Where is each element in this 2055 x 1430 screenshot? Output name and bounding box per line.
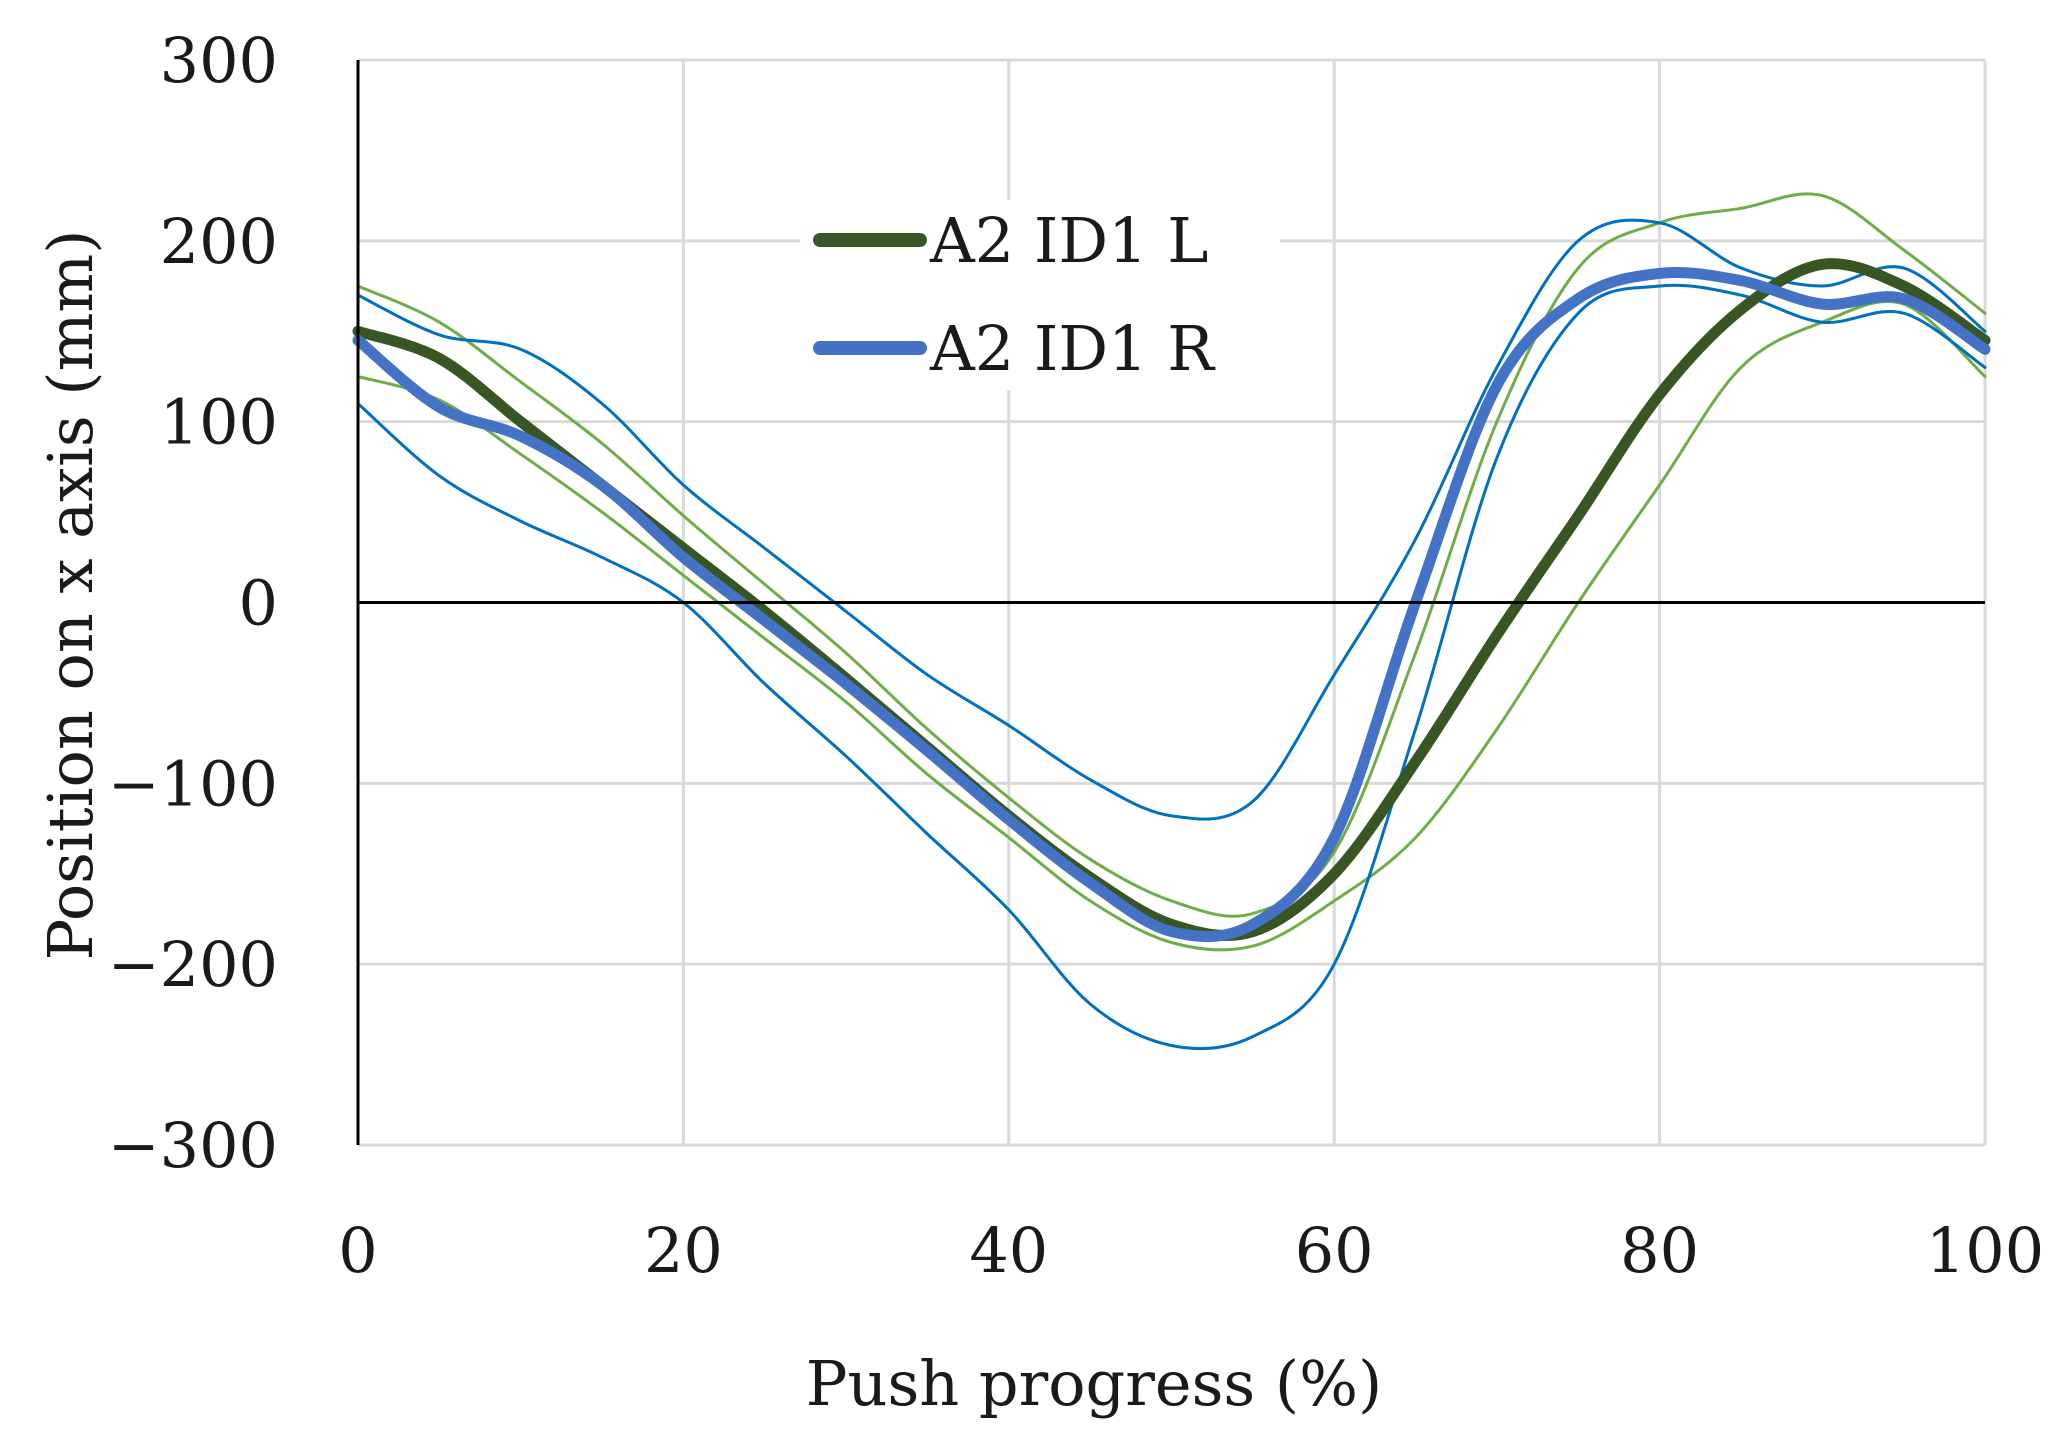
legend-label-a2-id1-r: A2 ID1 R bbox=[929, 312, 1216, 385]
axes bbox=[356, 60, 1985, 1145]
series-line-a2-id1-r-upper bbox=[356, 218, 1987, 821]
mean-lines bbox=[352, 258, 1991, 943]
y-axis-title: Position on x axis (mm) bbox=[34, 230, 107, 961]
series-line-a2-id1-r-lower bbox=[356, 283, 1987, 1051]
x-tick-label-0: 0 bbox=[338, 1214, 377, 1287]
y-tick-label-300: 300 bbox=[160, 24, 278, 97]
y-tick-label-100: 100 bbox=[160, 386, 278, 459]
x-tick-label-80: 80 bbox=[1620, 1214, 1699, 1287]
x-axis-title: Push progress (%) bbox=[806, 1347, 1382, 1420]
confidence-bands bbox=[356, 192, 1987, 1051]
y-tick-label--100: −100 bbox=[108, 747, 278, 820]
x-tick-label-60: 60 bbox=[1295, 1214, 1374, 1287]
y-tick-label-0: 0 bbox=[239, 567, 278, 640]
y-tick-label--200: −200 bbox=[108, 928, 278, 1001]
legend-background bbox=[800, 200, 1280, 390]
x-tick-label-40: 40 bbox=[969, 1214, 1048, 1287]
y-tick-label--300: −300 bbox=[108, 1109, 278, 1182]
legend: A2 ID1 L A2 ID1 R bbox=[800, 200, 1280, 390]
x-tick-labels: 0 20 40 60 80 100 bbox=[338, 1214, 2044, 1287]
series-line-a2-id1-l-upper bbox=[356, 192, 1987, 918]
series-line-a2-id1-l-lower bbox=[356, 300, 1987, 952]
legend-label-a2-id1-l: A2 ID1 L bbox=[929, 204, 1208, 277]
y-tick-labels: 300 200 100 0 −100 −200 −300 bbox=[108, 24, 278, 1182]
x-tick-label-20: 20 bbox=[644, 1214, 723, 1287]
y-tick-label-200: 200 bbox=[160, 205, 278, 278]
x-tick-label-100: 100 bbox=[1926, 1214, 2044, 1287]
series-line-a2-id1-r bbox=[352, 267, 1991, 943]
